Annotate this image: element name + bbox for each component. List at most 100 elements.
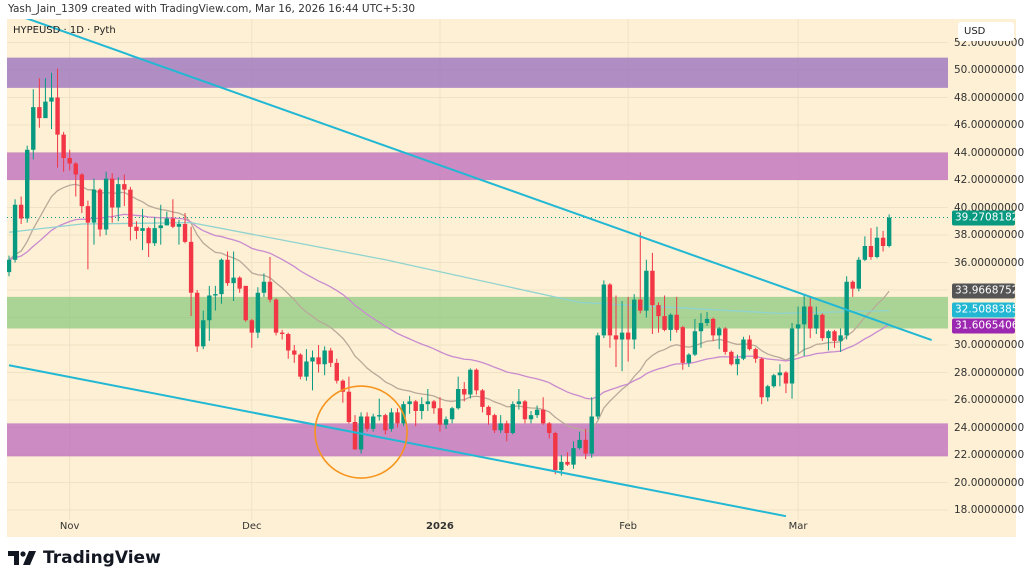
candle-body: [607, 284, 613, 336]
candle: [449, 406, 455, 424]
candle: [607, 283, 613, 348]
candle-body: [231, 277, 236, 284]
zones: [7, 57, 948, 457]
candle: [188, 226, 194, 317]
candle-body: [43, 101, 48, 119]
candle-body: [522, 401, 528, 420]
symbol-label[interactable]: HYPEUSD · 1D · Pyth: [13, 25, 116, 36]
candle: [680, 325, 685, 370]
candle: [67, 149, 72, 171]
candle-body: [886, 217, 892, 246]
candle-body: [498, 423, 503, 431]
currency-button[interactable]: USD: [958, 22, 1014, 41]
candle: [777, 364, 783, 387]
candle: [389, 408, 394, 432]
candle-body: [334, 362, 339, 381]
candle: [152, 217, 157, 246]
trendline: [8, 364, 787, 518]
candle: [170, 199, 176, 229]
candle: [243, 285, 248, 322]
candle: [225, 251, 230, 286]
candle: [237, 276, 242, 293]
candle-body: [874, 237, 880, 257]
time-tick-label: Dec: [242, 521, 262, 532]
drawings: [8, 19, 932, 518]
candle-body: [371, 416, 376, 429]
candle: [729, 350, 734, 366]
candle-body: [462, 389, 467, 395]
attribution-header: Yash_Jain_1309 created with TradingView.…: [8, 3, 416, 15]
candle-body: [674, 314, 679, 330]
candle: [632, 294, 637, 350]
candle-body: [868, 246, 874, 257]
candle-body: [468, 369, 473, 395]
candle-body: [267, 281, 273, 300]
candle-body: [213, 294, 218, 296]
candle-body: [723, 328, 728, 352]
time-tick-label: 2026: [426, 521, 454, 532]
candle-body: [510, 404, 516, 433]
candle: [286, 332, 291, 359]
candle: [462, 382, 467, 402]
candle-body: [122, 184, 127, 190]
candle-body: [425, 401, 431, 405]
candle: [528, 411, 534, 424]
candle-body: [170, 218, 176, 227]
candle-body: [316, 357, 321, 365]
candle-body: [116, 184, 121, 208]
candle: [273, 298, 279, 336]
candle-body: [808, 306, 813, 329]
candle-body: [182, 224, 188, 242]
candle-body: [668, 314, 673, 330]
candle-body: [698, 323, 704, 332]
candle: [25, 145, 30, 223]
candle-body: [249, 320, 254, 333]
brand-name: TradingView: [43, 548, 161, 568]
zone-rect: [7, 57, 948, 88]
candle-body: [589, 416, 594, 454]
candle-body: [395, 412, 400, 424]
candle: [571, 441, 576, 469]
candle: [182, 213, 188, 244]
candle: [292, 345, 297, 363]
candle: [12, 199, 18, 263]
candle-body: [449, 408, 455, 420]
candle: [577, 431, 582, 450]
candle: [741, 336, 746, 361]
candle: [79, 173, 85, 213]
candle: [328, 347, 333, 367]
candle-body: [73, 163, 78, 175]
candle: [662, 295, 667, 332]
price-tick-label: 36.00000000: [954, 256, 1024, 269]
candle: [261, 273, 267, 297]
candle-body: [783, 372, 789, 384]
candle-body: [219, 259, 224, 295]
candle: [874, 226, 880, 259]
candle-body: [328, 350, 333, 363]
candle-body: [540, 409, 546, 424]
candle: [255, 287, 261, 339]
candle-body: [25, 149, 30, 219]
candle: [783, 371, 789, 394]
candle-body: [352, 422, 358, 450]
candle-body: [577, 439, 582, 449]
candle: [31, 89, 36, 160]
time-tick-label: Feb: [619, 521, 637, 532]
candle: [103, 171, 109, 235]
candle-body: [140, 228, 145, 231]
candle-body: [856, 259, 861, 289]
tradingview-logo[interactable]: TradingView: [8, 548, 161, 568]
candle-body: [419, 404, 424, 411]
candle: [540, 397, 546, 425]
candle: [316, 345, 321, 373]
candle: [201, 310, 206, 350]
candle: [334, 358, 339, 384]
candle: [801, 294, 807, 356]
candle: [516, 389, 522, 410]
candle-body: [194, 292, 200, 347]
candle-body: [777, 372, 783, 376]
candle-body: [571, 448, 576, 465]
candle-body: [686, 354, 692, 363]
candle-body: [31, 107, 36, 150]
